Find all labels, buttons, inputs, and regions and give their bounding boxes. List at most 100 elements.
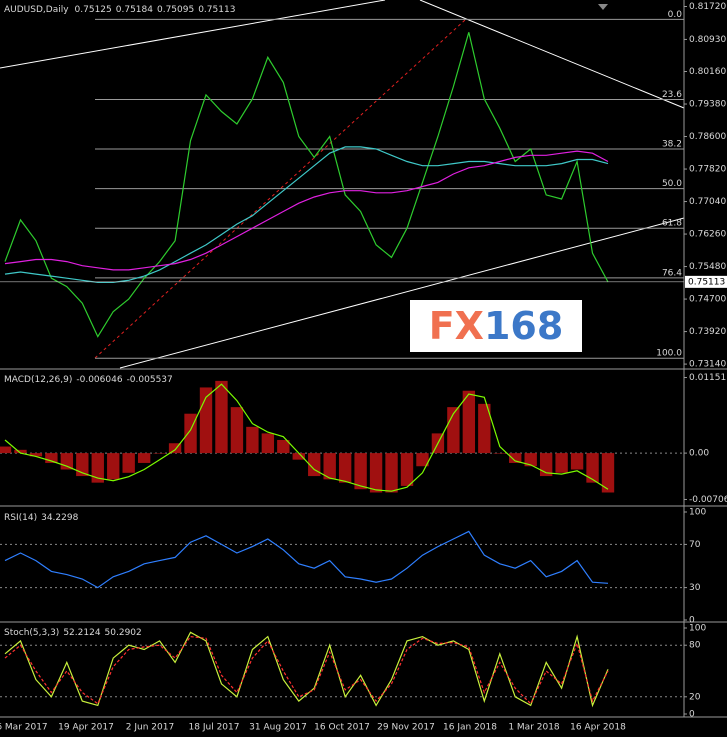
y-tick-label: 0: [689, 616, 695, 626]
y-tick-label: 0.76260: [689, 230, 726, 240]
x-tick-label: 2 Jun 2017: [126, 723, 174, 733]
series-line: [4, 146, 609, 283]
macd-bar: [292, 453, 305, 460]
macd-bar: [462, 390, 476, 454]
macd-bar: [524, 453, 537, 467]
macd-bar: [0, 446, 12, 454]
indicator-name: RSI(14): [4, 513, 37, 523]
x-tick-label: 29 Nov 2017: [377, 723, 435, 733]
macd-bar: [122, 453, 135, 473]
ohlc-value: 0.75184: [116, 5, 153, 15]
trendlines: [0, 0, 685, 369]
y-tick-label: 0.77040: [689, 197, 726, 207]
y-tick-label: 100: [689, 508, 706, 518]
fibo-label: 0.0: [668, 10, 683, 20]
macd-bar: [601, 453, 615, 493]
y-tick-label: 0: [689, 710, 695, 720]
indicator-reading: 52.2124: [63, 628, 100, 638]
y-tick-label: -0.007062: [689, 495, 727, 505]
trendline: [419, 0, 685, 109]
macd-bar: [215, 380, 228, 454]
y-tick-label: 0.73920: [689, 327, 726, 337]
y-tick-label: 0.80160: [689, 67, 726, 77]
indicator-name: Stoch(5,3,3): [4, 628, 59, 638]
macd-bar: [369, 453, 383, 493]
y-tick-label: 0.75480: [689, 262, 726, 272]
current-price-label: 0.75113: [688, 277, 725, 287]
fibo-label: 23.6: [662, 90, 682, 100]
series-line: [4, 383, 609, 492]
y-tick-label: 0.78600: [689, 132, 726, 142]
macd-bar: [137, 453, 151, 463]
macd-bar: [555, 453, 568, 473]
fibo-label: 100.0: [656, 349, 682, 359]
y-tick-label: 0.77820: [689, 165, 726, 175]
indicator-reading: -0.005537: [127, 375, 173, 385]
macd-bar: [586, 453, 599, 483]
series-line: [4, 32, 609, 338]
macd-bar: [246, 426, 259, 454]
macd-bar: [153, 453, 166, 454]
x-tick-label: 6 Mar 2017: [0, 723, 48, 733]
y-tick-label: 70: [689, 540, 701, 550]
macd-bar: [539, 453, 553, 477]
fibo-label: 61.8: [662, 219, 682, 229]
ohlc-value: 0.75095: [157, 5, 194, 15]
macd-bar: [354, 453, 367, 490]
macd-bar: [107, 453, 120, 480]
y-tick-label: 80: [689, 641, 701, 651]
macd-bar: [338, 453, 352, 483]
collapse-icon[interactable]: [598, 4, 608, 10]
series-line: [4, 635, 609, 705]
trendline: [119, 217, 685, 369]
x-tick-label: 19 Apr 2017: [58, 723, 114, 733]
x-tick-label: 31 Aug 2017: [249, 723, 307, 733]
macd-bar: [277, 439, 290, 454]
watermark: FX168: [429, 304, 564, 348]
macd-bar: [45, 453, 58, 463]
macd-bar: [261, 433, 275, 454]
macd-bar: [570, 453, 584, 470]
macd-bar: [14, 449, 27, 454]
macd-bar: [168, 443, 182, 454]
x-tick-label: 18 Jul 2017: [189, 723, 240, 733]
symbol: AUDUSD,Daily: [4, 5, 69, 15]
macd-bar: [493, 453, 506, 454]
macd-bar: [60, 453, 74, 470]
ohlc-value: 0.75125: [75, 5, 112, 15]
ohlc-value: 0.75113: [198, 5, 235, 15]
macd-bar: [323, 453, 336, 480]
indicator-header: MACD(12,26,9) -0.006046 -0.005537: [4, 375, 173, 385]
macd-bar: [385, 453, 398, 493]
indicator-header: Stoch(5,3,3) 52.2124 50.2902: [4, 628, 142, 638]
y-tick-label: 20: [689, 692, 701, 702]
y-tick-label: 0.79380: [689, 100, 726, 110]
fibo-label: 50.0: [662, 179, 682, 189]
header: AUDUSD,Daily 0.75125 0.75184 0.75095 0.75113: [4, 5, 235, 15]
macd-bar: [308, 453, 321, 477]
y-tick-label: 0.011511: [689, 373, 727, 383]
current-price-box: [685, 275, 727, 288]
macd-bar: [478, 403, 491, 454]
trendline: [0, 0, 386, 69]
fibo-label: 38.2: [662, 140, 682, 150]
y-tick-label: 0.81720: [689, 2, 726, 12]
macd-bar: [400, 453, 414, 486]
y-tick-label: 0.73140: [689, 360, 726, 370]
watermark-box: [410, 300, 582, 352]
y-tick-label: 100: [689, 624, 706, 634]
indicator-reading: 50.2902: [105, 628, 142, 638]
watermark-part: 168: [484, 304, 563, 348]
macd-bar: [91, 453, 104, 483]
y-tick-label: 30: [689, 583, 701, 593]
indicator-reading: 34.2298: [41, 513, 78, 523]
series-line: [4, 530, 609, 589]
macd-bar: [76, 453, 89, 477]
x-tick-label: 16 Apr 2018: [570, 723, 626, 733]
macd-bar: [509, 453, 522, 463]
indicator-name: MACD(12,26,9): [4, 375, 72, 385]
x-tick-label: 16 Jan 2018: [443, 723, 497, 733]
indicator-header: RSI(14) 34.2298: [4, 513, 79, 523]
y-tick-label: 0.74700: [689, 295, 726, 305]
